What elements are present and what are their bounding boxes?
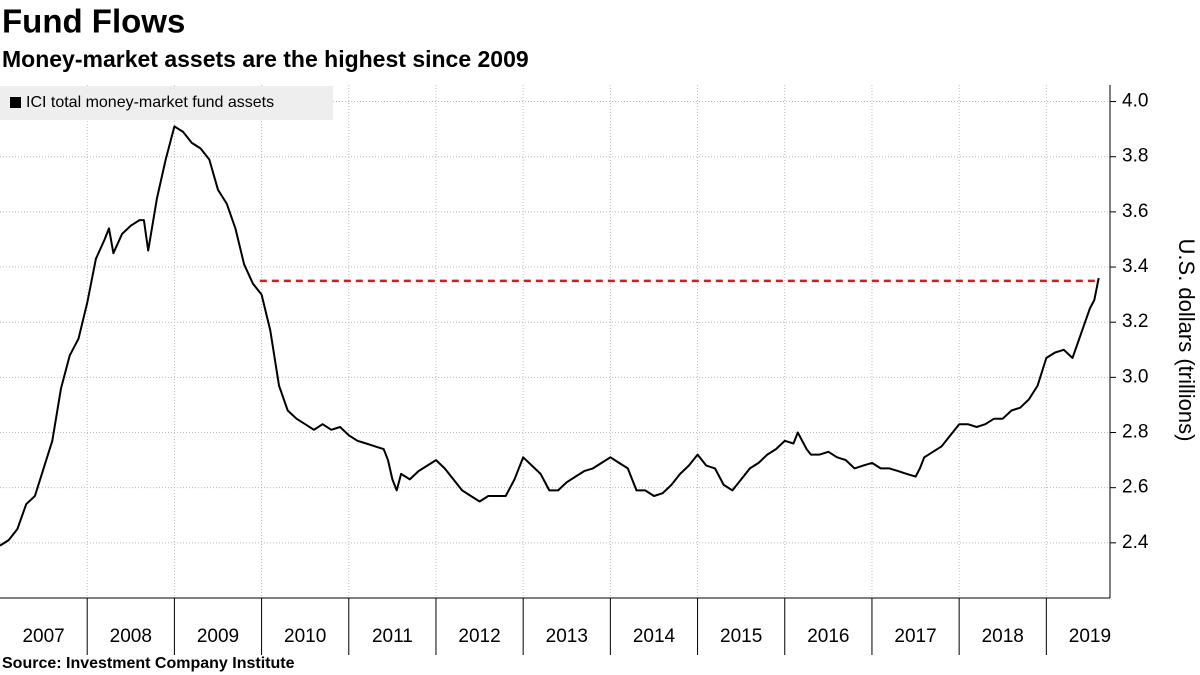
y-tick-label: 3.0 [1122, 366, 1148, 387]
legend-box [0, 86, 333, 120]
chart-title: Fund Flows [2, 3, 185, 40]
legend-label: ICI total money-market fund assets [26, 94, 274, 111]
y-tick-label: 2.8 [1122, 422, 1148, 443]
x-tick-label: 2015 [720, 626, 762, 647]
y-tick-label: 2.6 [1122, 477, 1148, 498]
x-tick-label: 2007 [22, 626, 64, 647]
y-tick-label: 3.8 [1122, 146, 1148, 167]
x-tick-label: 2013 [546, 626, 588, 647]
x-tick-label: 2016 [807, 626, 849, 647]
x-tick-label: 2009 [197, 626, 239, 647]
x-tick-label: 2014 [633, 626, 676, 647]
y-axis-label: U.S. dollars (trillions) [1174, 239, 1199, 442]
y-tick-label: 2.4 [1122, 532, 1149, 553]
y-tick-label: 3.6 [1122, 201, 1148, 222]
y-tick-label: 3.4 [1122, 256, 1149, 277]
x-tick-label: 2012 [458, 626, 500, 647]
x-tick-label: 2008 [110, 626, 152, 647]
x-tick-label: 2019 [1069, 626, 1111, 647]
x-tick-label: 2018 [982, 626, 1024, 647]
chart-subtitle: Money-market assets are the highest sinc… [2, 46, 529, 72]
data-line [0, 125, 1100, 547]
source: Source: Investment Company Institute [2, 655, 295, 672]
y-tick-label: 3.2 [1122, 311, 1148, 332]
x-tick-label: 2011 [372, 626, 413, 647]
x-tick-label: 2010 [284, 626, 326, 647]
x-tick-label: 2017 [894, 626, 936, 647]
legend-swatch [10, 97, 21, 108]
y-tick-label: 4.0 [1122, 91, 1148, 112]
